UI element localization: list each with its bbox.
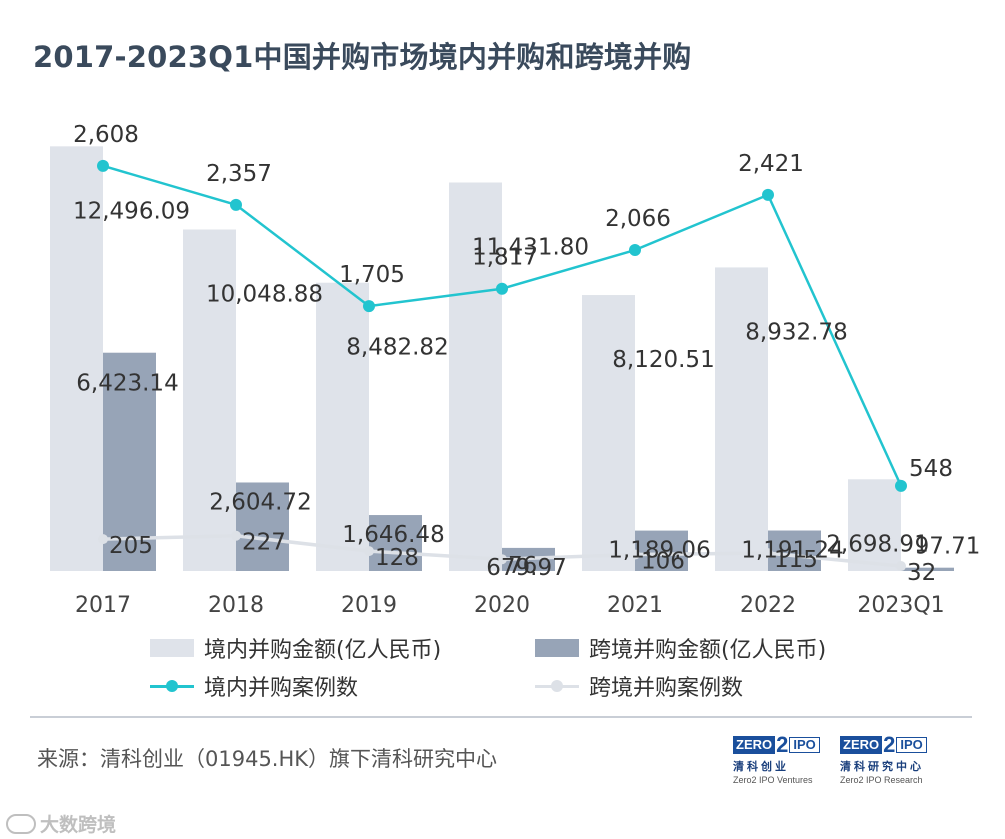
point-domestic-count-2018	[230, 198, 242, 211]
label-domestic-amount-2023Q1: 2,698.91	[826, 531, 928, 557]
bar-crossborder-2023Q1	[901, 567, 954, 571]
point-domestic-count-2022	[762, 188, 774, 201]
bar-crossborder-2022	[768, 530, 821, 571]
logo-zero2ipo-research: ZERO 2 IPO 清科研究中心 Zero2 IPO Research	[840, 732, 932, 785]
bar-crossborder-2021	[635, 530, 688, 571]
point-crossborder-count-2020	[497, 554, 507, 565]
x-tick-2020: 2020	[474, 593, 530, 618]
label-crossborder-amount-2022: 1,191.24	[741, 538, 843, 564]
label-crossborder-count-2023Q1: 32	[907, 560, 936, 586]
point-crossborder-count-2021	[630, 549, 640, 560]
bar-domestic-2018	[183, 229, 236, 571]
chart-plot: 12,496.09 10,048.88 8,482.82 11,431.80 8,120…	[50, 122, 981, 618]
label-domestic-amount-2018: 10,048.88	[206, 281, 323, 307]
label-crossborder-amount-2021: 1,189.06	[608, 538, 710, 564]
label-crossborder-count-2020: 76	[508, 553, 537, 579]
point-domestic-count-2020	[496, 282, 508, 295]
x-tick-2022: 2022	[740, 593, 796, 618]
label-crossborder-amount-2019: 1,646.48	[342, 522, 444, 548]
label-domestic-amount-2020: 11,431.80	[472, 234, 589, 260]
bar-domestic-2019	[316, 282, 369, 571]
divider	[30, 716, 972, 718]
bar-crossborder-2017	[103, 352, 156, 571]
legend-swatch-domestic-amount	[150, 639, 194, 657]
logo-research-two: 2	[883, 732, 896, 757]
legend-label-domestic-count: 境内并购案例数	[204, 676, 359, 701]
label-domestic-count-2023Q1: 548	[909, 456, 953, 482]
watermark-icon	[6, 813, 36, 834]
point-domestic-count-2023Q1	[895, 479, 907, 492]
label-crossborder-amount-2020: 679.97	[486, 555, 566, 581]
label-domestic-count-2020: 1,817	[472, 245, 538, 271]
legend-swatch-crossborder-count	[535, 677, 579, 695]
label-crossborder-count-2019: 128	[375, 545, 419, 571]
logo-research-ipo: IPO	[896, 737, 927, 753]
chart-title: 2017-2023Q1中国并购市场境内并购和跨境并购	[33, 40, 692, 74]
watermark-text: 大数跨境	[40, 814, 117, 836]
point-crossborder-count-2017	[98, 534, 108, 545]
x-tick-2017: 2017	[75, 593, 131, 618]
logo-research-zero: ZERO	[840, 736, 883, 754]
x-tick-2019: 2019	[341, 593, 397, 618]
legend-label-crossborder-amount: 跨境并购金额(亿人民币)	[589, 638, 827, 663]
watermark: 大数跨境	[6, 810, 116, 837]
point-domestic-count-2017	[97, 159, 109, 172]
bar-domestic-2017	[50, 146, 103, 571]
legend-item-domestic-amount[interactable]: 境内并购金额(亿人民币)	[150, 632, 441, 664]
point-crossborder-count-2018	[231, 530, 241, 541]
x-tick-2018: 2018	[208, 593, 264, 618]
legend-item-crossborder-amount[interactable]: 跨境并购金额(亿人民币)	[535, 632, 826, 664]
source-note: 来源：清科创业（01945.HK）旗下清科研究中心	[37, 747, 498, 771]
label-crossborder-count-2021: 106	[641, 549, 685, 575]
logo-ventures-ipo: IPO	[789, 737, 820, 753]
label-domestic-count-2021: 2,066	[605, 206, 671, 232]
label-crossborder-amount-2018: 2,604.72	[209, 489, 311, 515]
label-crossborder-amount-2023Q1: 97.71	[915, 534, 981, 560]
point-crossborder-count-2019	[364, 546, 374, 557]
bar-crossborder-2019	[369, 515, 422, 571]
bar-domestic-2023Q1	[848, 479, 901, 571]
legend-swatch-crossborder-amount	[535, 639, 579, 657]
point-crossborder-count-2023Q1	[896, 561, 906, 572]
point-domestic-count-2019	[363, 300, 375, 313]
x-tick-2023Q1: 2023Q1	[857, 593, 944, 618]
legend-label-domestic-amount: 境内并购金额(亿人民币)	[204, 638, 442, 663]
logo-research-cn: 清科研究中心	[840, 760, 924, 773]
logo-research-en: Zero2 IPO Research	[840, 775, 923, 785]
bar-domestic-2022	[715, 267, 768, 571]
label-domestic-amount-2022: 8,932.78	[745, 319, 847, 345]
label-domestic-count-2018: 2,357	[206, 161, 272, 187]
label-crossborder-count-2022: 115	[774, 547, 818, 573]
label-crossborder-amount-2017: 6,423.14	[76, 371, 178, 397]
bar-crossborder-2018	[236, 482, 289, 571]
legend-swatch-domestic-count	[150, 677, 194, 695]
bar-domestic-2021	[582, 295, 635, 571]
legend-item-crossborder-count[interactable]: 跨境并购案例数	[535, 670, 743, 702]
legend-item-domestic-count[interactable]: 境内并购案例数	[150, 670, 358, 702]
label-crossborder-count-2017: 205	[109, 533, 153, 559]
label-domestic-count-2017: 2,608	[73, 122, 139, 148]
label-domestic-count-2022: 2,421	[738, 151, 804, 177]
logo-ventures-two: 2	[776, 732, 789, 757]
logo-ventures-cn: 清科创业	[733, 760, 789, 773]
label-domestic-amount-2019: 8,482.82	[346, 335, 448, 361]
legend-label-crossborder-count: 跨境并购案例数	[589, 676, 744, 701]
x-tick-2021: 2021	[607, 593, 663, 618]
bar-domestic-2020	[449, 182, 502, 571]
point-crossborder-count-2022	[763, 548, 773, 559]
label-domestic-amount-2021: 8,120.51	[612, 347, 714, 373]
label-domestic-amount-2017: 12,496.09	[73, 198, 190, 224]
point-domestic-count-2021	[629, 244, 641, 257]
logo-ventures-zero: ZERO	[733, 736, 776, 754]
label-domestic-count-2019: 1,705	[339, 262, 405, 288]
label-crossborder-count-2018: 227	[242, 530, 286, 556]
logo-zero2ipo-ventures: ZERO 2 IPO 清科创业 Zero2 IPO Ventures	[733, 732, 825, 785]
logo-ventures-en: Zero2 IPO Ventures	[733, 775, 813, 785]
